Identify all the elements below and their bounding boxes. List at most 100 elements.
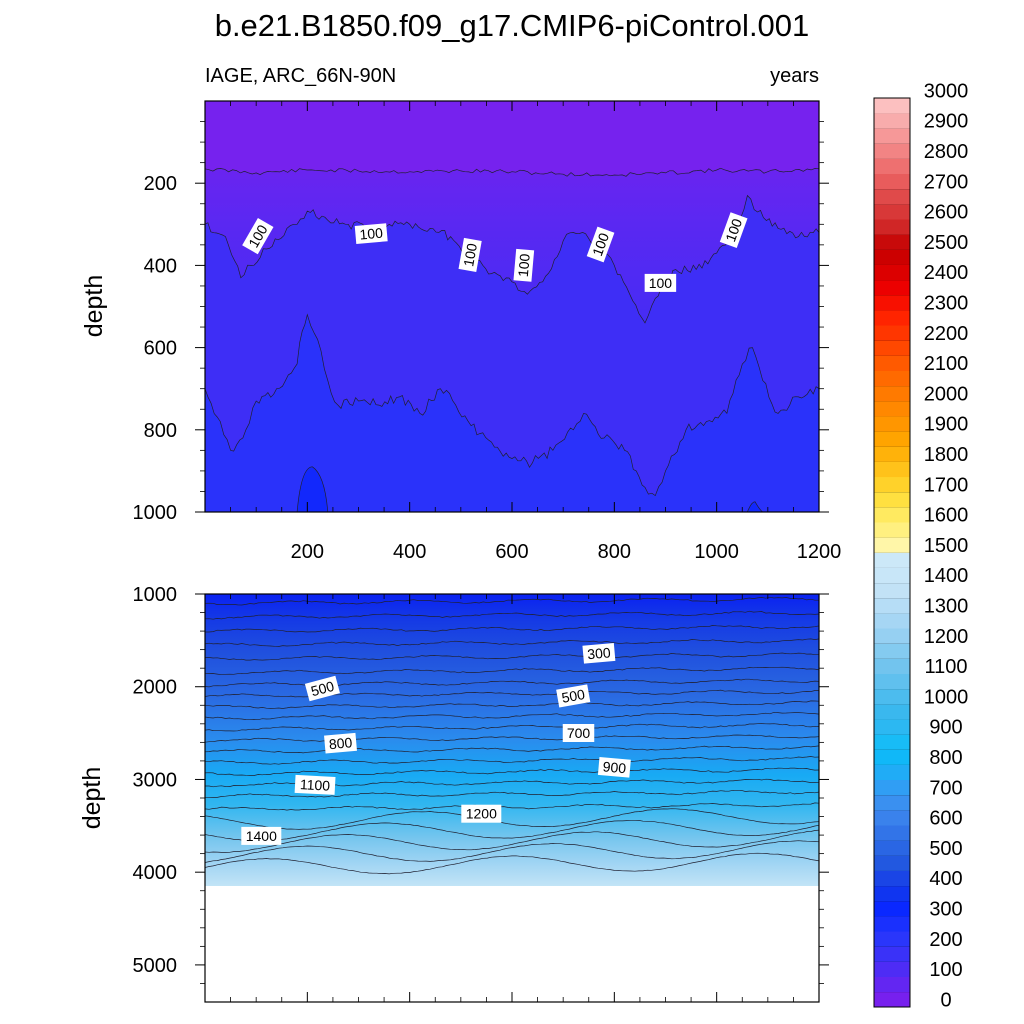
colorbar-swatch-56 [874, 143, 910, 159]
colorbar-tick-label: 1600 [924, 505, 969, 527]
lower-contour-label-box [461, 804, 502, 823]
upper-isoline-upper [205, 194, 819, 324]
upper-contour-label-text: 100 [722, 216, 745, 244]
colorbar-tick-label: 2900 [924, 111, 969, 133]
colorbar-swatch-41 [874, 370, 910, 387]
colorbar-tick-label: 2000 [924, 383, 969, 405]
lower-contour-label-box [556, 684, 591, 708]
upper-x-tick-label: 200 [291, 541, 324, 563]
lower-contour-label-1: 500 [304, 675, 340, 702]
colorbar-tick-label: 2700 [924, 171, 969, 193]
upper-y-tick-label: 600 [144, 338, 177, 360]
lower-contour-label-3: 700 [562, 724, 595, 742]
upper-deep-patch-1 [746, 501, 764, 512]
upper-contour-label-text: 100 [359, 225, 384, 243]
colorbar-swatch-48 [874, 264, 910, 281]
lower-panel: 300 500 500 700 800 900 1100 1200 1400 1000 2000 3… [78, 584, 829, 1003]
upper-x-tick-label: 800 [598, 541, 631, 563]
upper-contour-label-box [586, 226, 615, 263]
lower-isoline-400 [205, 625, 819, 633]
colorbar-swatch-37 [874, 431, 910, 447]
lower-contour-label-box [241, 826, 282, 845]
colorbar-tick-label: 2600 [924, 202, 969, 224]
colorbar-tick-label: 0 [940, 989, 951, 1011]
colorbar-swatch-39 [874, 401, 910, 417]
lower-isoline-450 [205, 638, 819, 647]
lower-isoline-350 [205, 610, 819, 620]
colorbar: 0 100 200 300 400 500 600 700 800 900 1000 1100 1200… [873, 80, 969, 1011]
colorbar-swatch-30 [874, 537, 910, 553]
lower-contour-label-box [304, 675, 340, 702]
colorbar-swatch-36 [874, 446, 910, 462]
lower-contour-label-text: 500 [560, 686, 586, 706]
upper-contour-label-5: 100 [644, 273, 677, 292]
upper-isoline-100 [205, 167, 819, 177]
colorbar-swatch-53 [874, 188, 910, 205]
colorbar-swatch-40 [874, 385, 910, 402]
upper-x-tick-label: 400 [393, 541, 426, 563]
colorbar-swatch-6 [874, 900, 910, 917]
colorbar-swatch-0 [874, 991, 910, 1008]
colorbar-swatch-54 [874, 173, 910, 190]
upper-x-tick-label: 600 [495, 541, 528, 563]
lower-isoline-750 [205, 711, 819, 721]
upper-x-tick-label: 1200 [797, 541, 842, 563]
colorbar-swatch-1 [874, 976, 910, 993]
colorbar-tick-label: 400 [929, 868, 962, 890]
colorbar-swatch-50 [874, 234, 910, 250]
upper-panel-fills [205, 101, 819, 512]
colorbar-swatch-42 [874, 355, 910, 371]
colorbar-frame [873, 97, 911, 1008]
lower-contour-label-8: 1400 [241, 826, 282, 845]
lower-isoline-1150 [205, 802, 819, 811]
upper-contour-label-text: 100 [649, 275, 673, 291]
lower-panel-isolines [205, 596, 819, 875]
upper-y-axis-label: depth [80, 275, 108, 338]
lower-contour-label-box [294, 774, 336, 795]
lower-contour-label-7: 1200 [461, 804, 502, 823]
colorbar-tick-label: 2300 [924, 293, 969, 315]
colorbar-tick-label: 1900 [924, 414, 969, 436]
colorbar-swatch-4 [874, 931, 910, 947]
colorbar-swatch-13 [874, 794, 910, 811]
upper-y-tick-label: 200 [144, 173, 177, 195]
colorbar-swatch-7 [874, 885, 910, 902]
upper-band-200 [205, 314, 819, 512]
lower-isoline-900 [205, 745, 819, 754]
lower-contour-label-5: 900 [597, 756, 631, 778]
colorbar-swatch-31 [874, 522, 910, 538]
lower-isoline-1300 [205, 829, 819, 853]
lower-contour-label-text: 1400 [246, 828, 277, 844]
lower-contour-label-4: 800 [324, 732, 357, 754]
colorbar-swatch-26 [874, 597, 910, 614]
colorbar-tick-label: 200 [929, 929, 962, 951]
lower-contour-label-text: 1100 [300, 776, 331, 794]
colorbar-tick-label: 1800 [924, 444, 969, 466]
colorbar-swatch-59 [874, 98, 910, 114]
colorbar-swatch-43 [874, 340, 910, 356]
colorbar-swatch-51 [874, 219, 910, 235]
colorbar-swatch-12 [874, 810, 910, 826]
lower-isoline-1350 [205, 840, 819, 863]
upper-band-0-100 [205, 101, 819, 177]
colorbar-tick-label: 900 [929, 717, 962, 739]
colorbar-swatch-33 [874, 491, 910, 508]
colorbar-swatch-35 [874, 461, 910, 478]
colorbar-swatch-20 [874, 688, 910, 705]
colorbar-swatch-55 [874, 158, 910, 175]
lower-contour-label-box [324, 732, 357, 754]
colorbar-swatch-21 [874, 673, 910, 690]
colorbar-swatch-52 [874, 204, 910, 220]
colorbar-swatch-27 [874, 582, 910, 599]
colorbar-swatch-57 [874, 128, 910, 144]
colorbar-swatch-8 [874, 870, 910, 887]
lower-contour-label-text: 700 [567, 725, 591, 741]
upper-contour-label-3: 100 [513, 248, 535, 282]
colorbar-tick-label: 100 [929, 959, 962, 981]
upper-deep-patch-0 [296, 466, 329, 512]
lower-panel-background [205, 594, 819, 886]
lower-y-tick-label: 3000 [133, 769, 178, 791]
colorbar-swatch-22 [874, 658, 910, 674]
units-label: years [770, 65, 819, 87]
